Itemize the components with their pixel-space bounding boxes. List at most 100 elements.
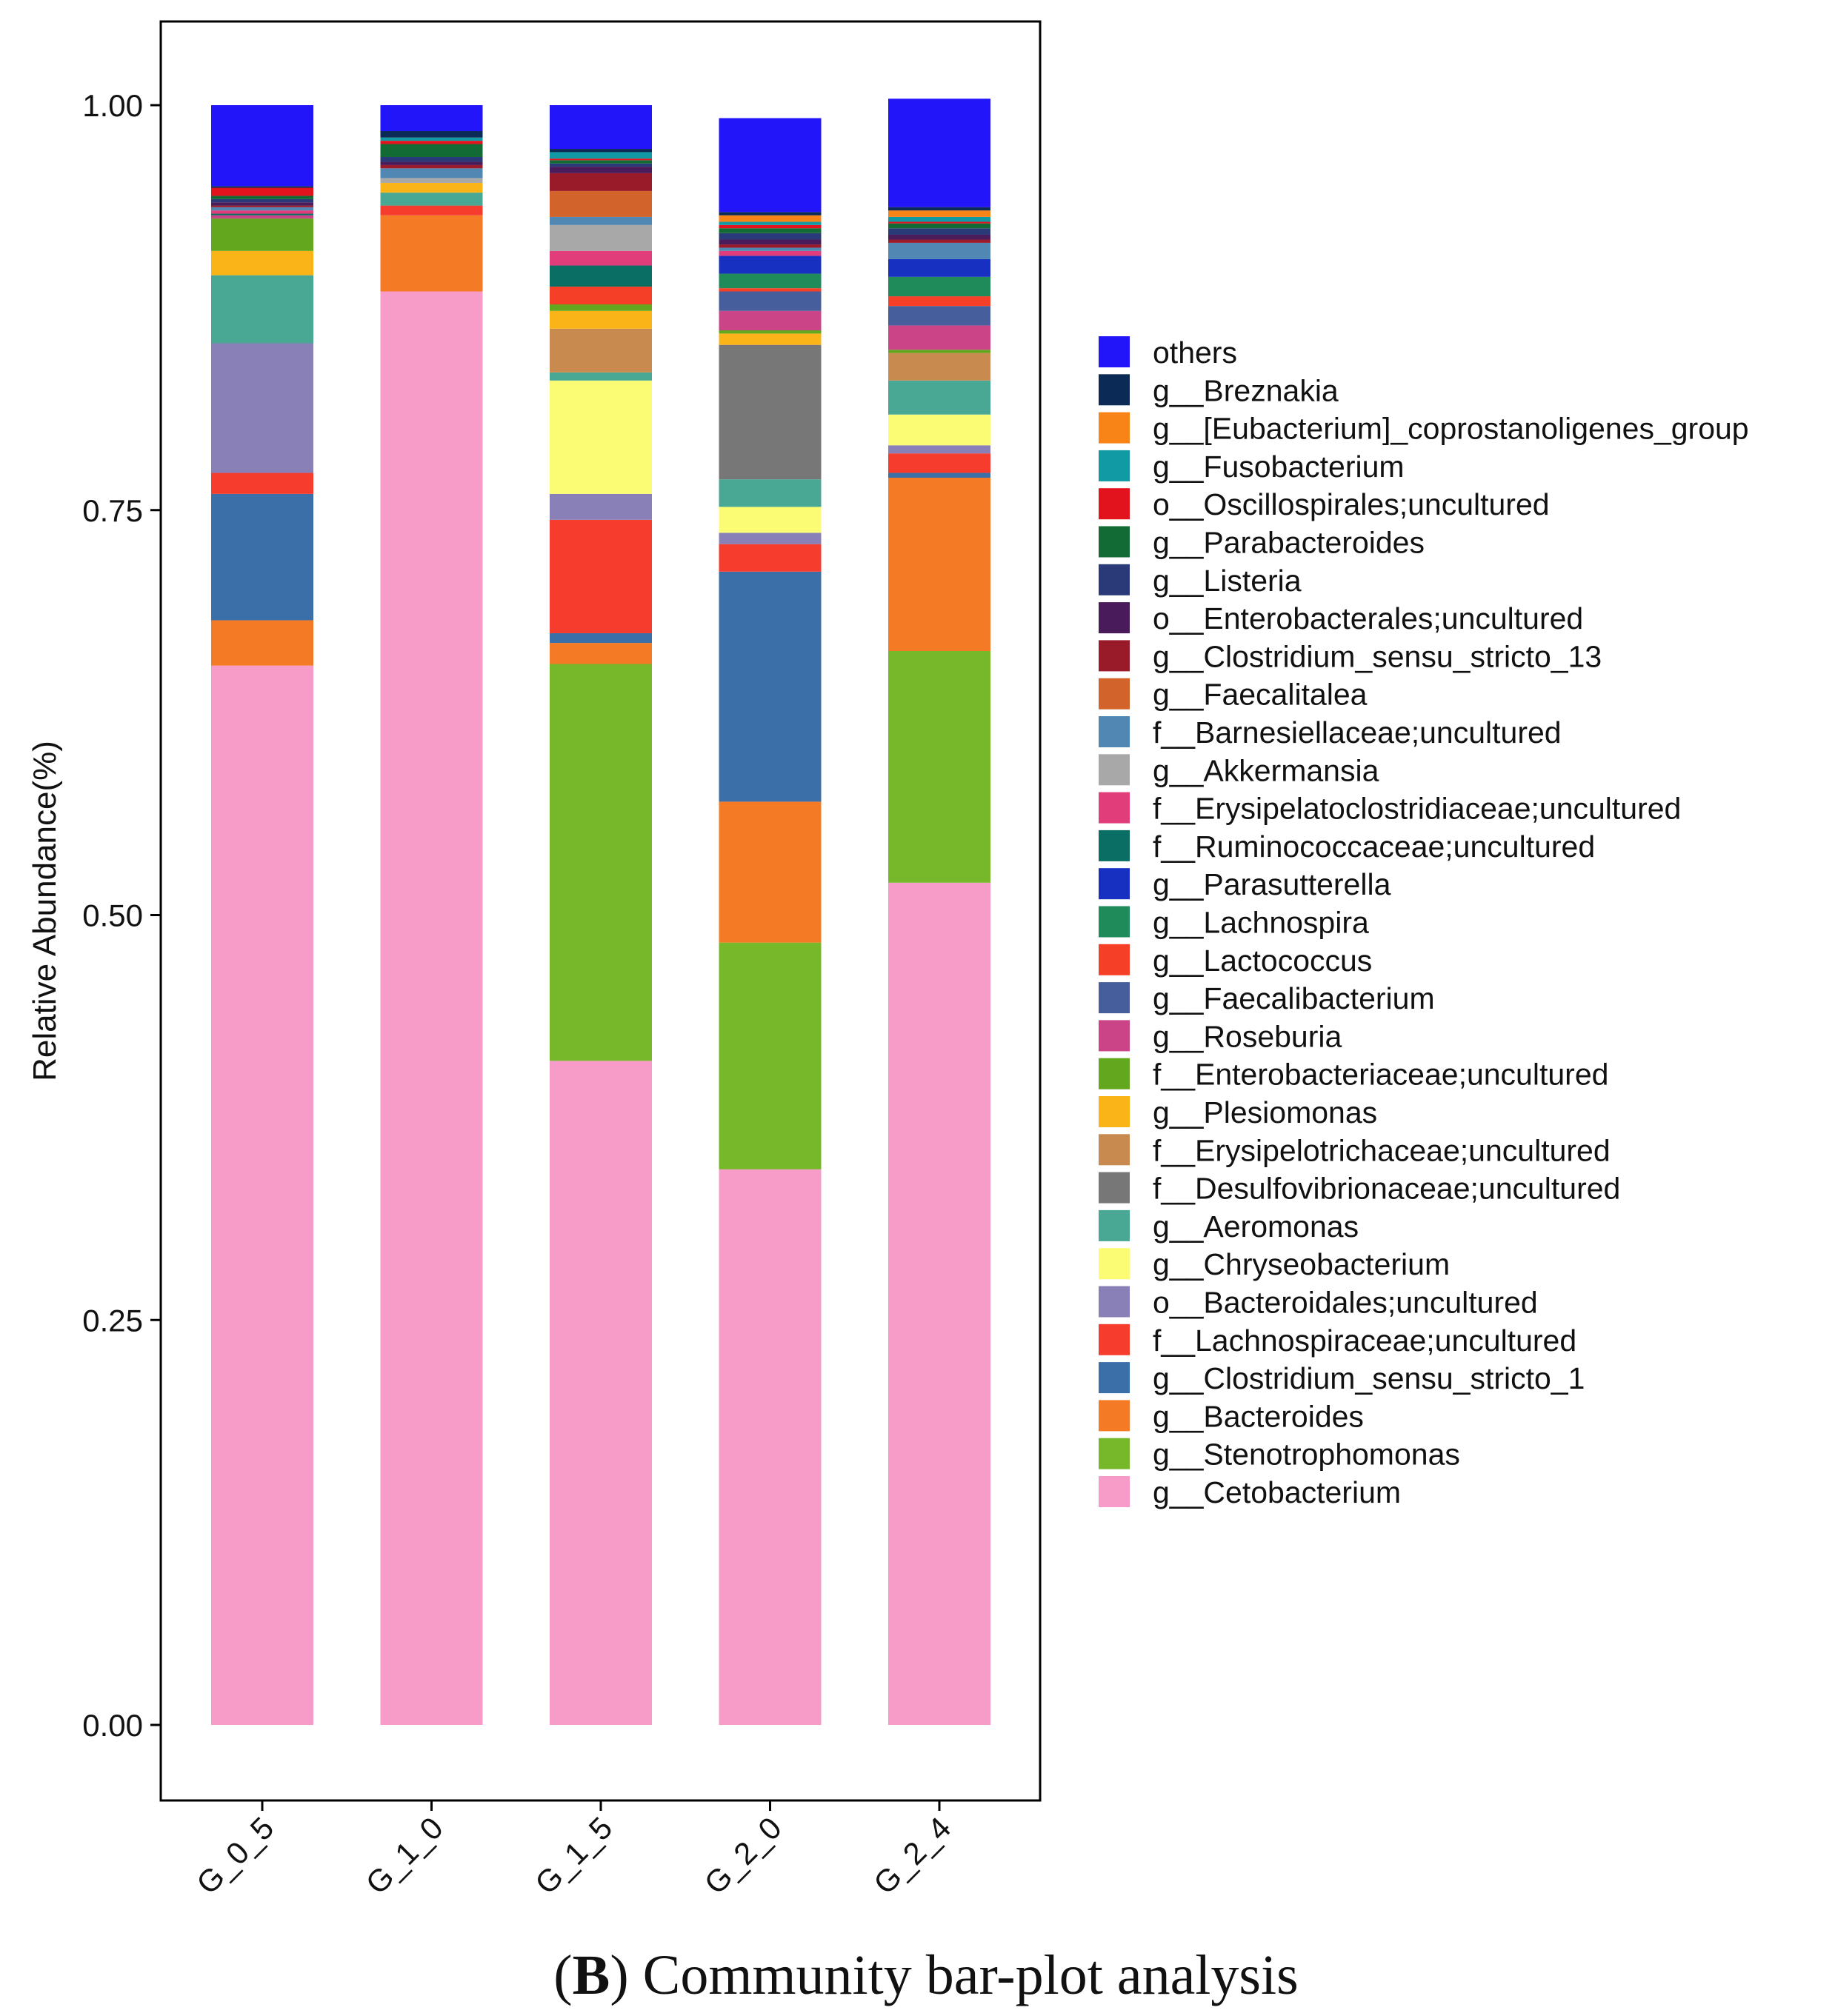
bar-segment [719, 571, 822, 802]
bar-segment [888, 306, 990, 326]
bar-stack-g-0-5 [211, 105, 313, 1725]
bar-segment [888, 453, 990, 473]
legend-label: f__Barnesiellaceae;uncultured [1153, 715, 1562, 750]
bar-segment [380, 215, 483, 292]
legend-label: o__Oscillospirales;uncultured [1153, 487, 1550, 521]
legend-swatch [1097, 1208, 1131, 1243]
bar-segment [550, 190, 652, 217]
bar-segment [380, 205, 483, 216]
legend-swatch [1097, 752, 1131, 787]
legend-swatch [1097, 1436, 1131, 1471]
legend-item: g__Listeria [1097, 562, 1302, 598]
bar-stack-g-1-0 [380, 105, 483, 1725]
legend-label: g__Faecalitalea [1153, 678, 1368, 712]
bar-segment [211, 473, 313, 494]
legend-label: g__Lactococcus [1153, 944, 1372, 978]
bar-stack-g-2-0 [719, 118, 822, 1725]
legend-swatch [1097, 1322, 1131, 1357]
legend-swatch [1097, 867, 1131, 901]
legend-swatch [1097, 335, 1131, 369]
bar-segment [719, 1169, 822, 1725]
bar-segment [719, 801, 822, 943]
bar-segment [719, 330, 822, 334]
y-axis: 0.00 0.25 0.50 0.75 1.00 [82, 88, 161, 1743]
legend-label: f__Erysipelatoclostridiaceae;uncultured [1153, 792, 1681, 826]
bar-segment [550, 493, 652, 520]
bar-segment [550, 152, 652, 159]
bar-segment [550, 664, 652, 1061]
bar-segment [211, 202, 313, 206]
bar-segment [211, 213, 313, 216]
bar-segment [888, 234, 990, 240]
bar-segment [550, 105, 652, 150]
bar-segment [888, 223, 990, 229]
bar-segment [719, 233, 822, 240]
bar-segment [380, 130, 483, 138]
bar-segment [380, 182, 483, 193]
bar-segment [719, 118, 822, 213]
bar-segment [380, 137, 483, 141]
bar-segment [211, 186, 313, 188]
legend-swatch [1097, 487, 1131, 521]
legend-swatch [1097, 904, 1131, 939]
bar-segment [550, 160, 652, 164]
bar-segment [719, 224, 822, 229]
legend-swatch [1097, 790, 1131, 825]
bar-segment [550, 216, 652, 225]
bar-segment [550, 250, 652, 266]
legend-swatch [1097, 1475, 1131, 1509]
bar-segment [550, 643, 652, 664]
bar-segment [719, 244, 822, 248]
bar-segment [211, 187, 313, 196]
bar-segment [550, 328, 652, 373]
bar-segment [888, 242, 990, 259]
legend-swatch [1097, 1246, 1131, 1281]
legend-label: g__Stenotrophomonas [1153, 1438, 1460, 1472]
bar-segment [550, 265, 652, 287]
legend-item: f__Barnesiellaceae;uncultured [1097, 715, 1562, 750]
caption-text: Community bar-plot analysis [643, 1944, 1299, 2006]
legend-label: g__Parasutterella [1153, 867, 1391, 901]
legend-swatch [1097, 1132, 1131, 1167]
bar-segment [888, 216, 990, 222]
legend-item: g__Stenotrophomonas [1097, 1436, 1460, 1472]
bar-segment [888, 239, 990, 243]
legend-item: g__Bacteroides [1097, 1398, 1364, 1433]
bar-segment [380, 156, 483, 162]
bar-segment [888, 207, 990, 211]
bar-segment [550, 286, 652, 305]
legend-swatch [1097, 1398, 1131, 1433]
bar-segment [719, 212, 822, 216]
legend-swatch [1097, 562, 1131, 597]
legend-swatch [1097, 715, 1131, 749]
legend-item: f__Enterobacteriaceae;uncultured [1097, 1056, 1608, 1092]
legend-swatch [1097, 524, 1131, 559]
bar-segment [888, 882, 990, 1725]
bar-segment [211, 105, 313, 187]
bar-stack-g-1-5 [550, 105, 652, 1725]
legend-swatch [1097, 410, 1131, 445]
legend-item: g__Lachnospira [1097, 904, 1369, 940]
bar-segment [719, 273, 822, 289]
bars-layer [211, 99, 990, 1725]
legend-swatch [1097, 601, 1131, 635]
legend-label: f__Erysipelotrichaceae;uncultured [1153, 1133, 1611, 1167]
bar-segment [550, 380, 652, 494]
legend-item: g__Fusobacterium [1097, 448, 1405, 484]
bar-segment [550, 158, 652, 161]
legend-label: g__Plesiomonas [1153, 1095, 1377, 1129]
legend-swatch [1097, 676, 1131, 711]
caption-label: B [573, 1944, 610, 2006]
legend-label: g__Parabacteroides [1153, 526, 1425, 560]
legend-label: o__Bacteroidales;uncultured [1153, 1286, 1538, 1320]
y-tick-label: 1.00 [82, 88, 143, 123]
legend-item: g__Clostridium_sensu_stricto_13 [1097, 638, 1602, 673]
bar-segment [550, 519, 652, 633]
legend-swatch [1097, 638, 1131, 673]
legend-label: o__Enterobacterales;uncultured [1153, 601, 1583, 635]
bar-segment [719, 215, 822, 222]
plot-frame [159, 20, 1042, 1802]
y-tick-label: 0.00 [82, 1708, 143, 1743]
bar-segment [719, 256, 822, 274]
